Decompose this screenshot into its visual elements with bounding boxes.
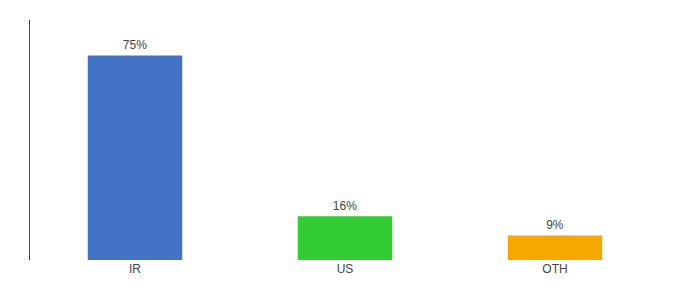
svg-text:US: US: [337, 262, 354, 276]
svg-text:75%: 75%: [123, 38, 147, 52]
svg-text:IR: IR: [129, 262, 141, 276]
svg-text:16%: 16%: [333, 199, 357, 213]
svg-text:OTH: OTH: [542, 262, 567, 276]
svg-text:9%: 9%: [546, 218, 564, 232]
